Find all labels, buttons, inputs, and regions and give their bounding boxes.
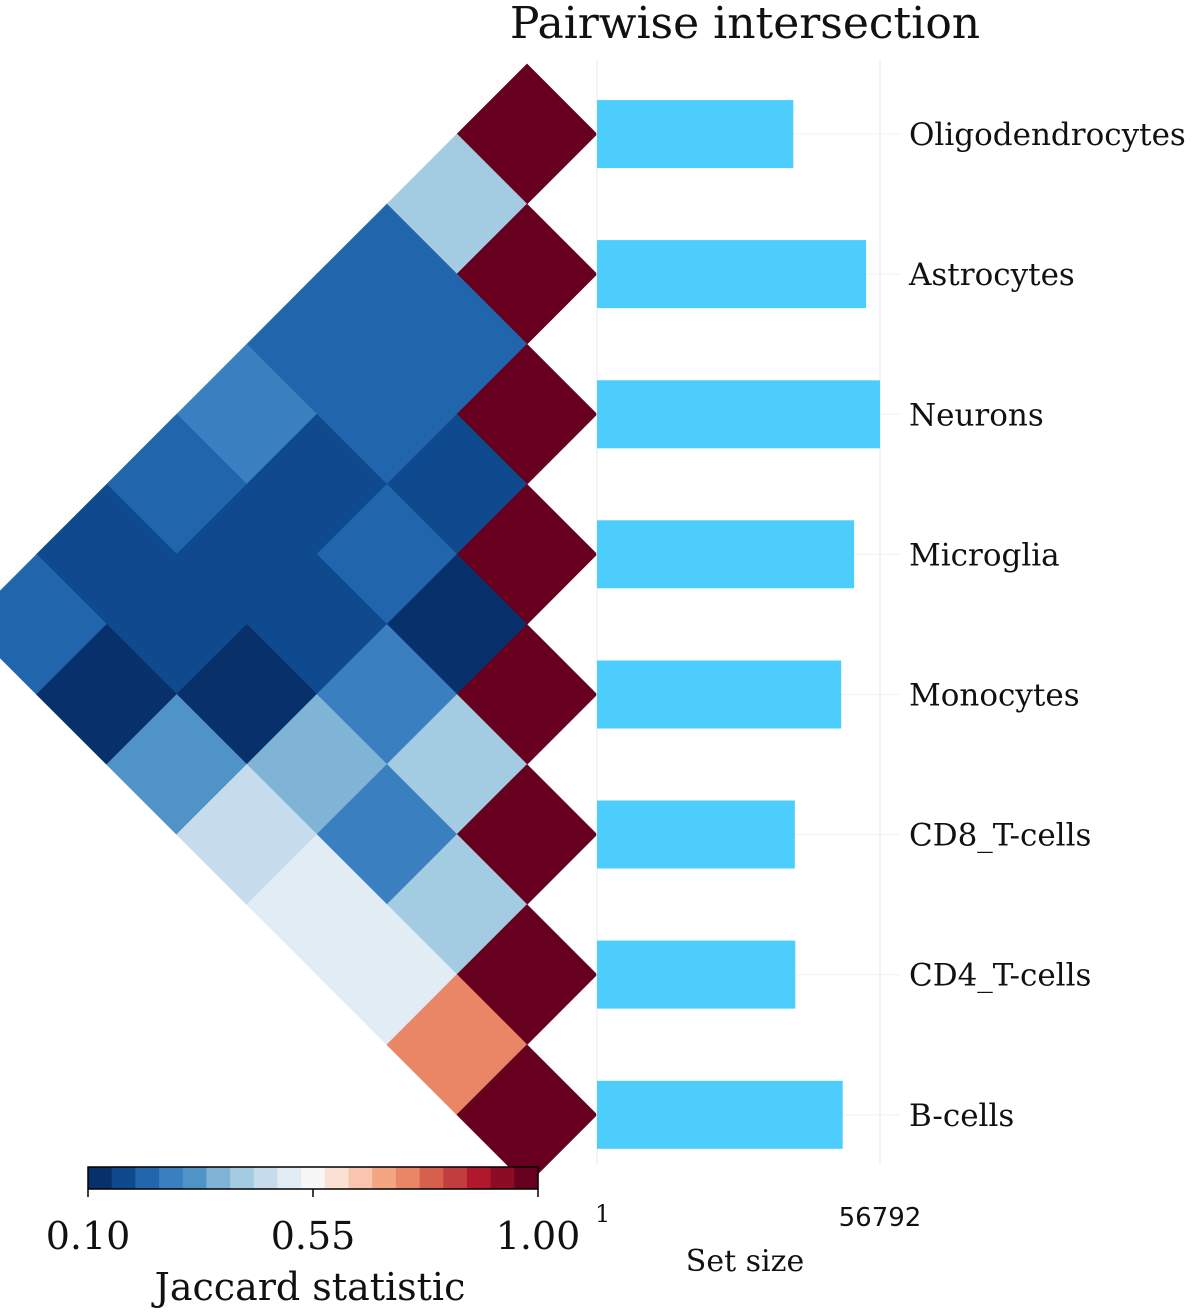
- set-label: B-cells: [909, 1098, 1014, 1134]
- set-label: CD4_T-cells: [909, 958, 1091, 994]
- set-label: CD8_T-cells: [909, 818, 1091, 854]
- set-label: Oligodendrocytes: [909, 117, 1186, 153]
- colorbar-swatch: [466, 1167, 492, 1189]
- set-size-bar-B-cells: [597, 1080, 843, 1149]
- colorbar-swatch: [372, 1167, 397, 1189]
- set-size-bar-Microglia: [597, 520, 855, 589]
- set-size-axis: 1 56792 Set size: [595, 1200, 921, 1279]
- chart-title: Pairwise intersection: [510, 0, 980, 49]
- set-label: Microglia: [909, 537, 1060, 573]
- colorbar-swatch: [135, 1167, 160, 1189]
- colorbar-swatch: [230, 1167, 255, 1189]
- colorbar-swatch: [324, 1167, 350, 1189]
- set-size-bar-Oligodendrocytes: [597, 100, 794, 169]
- set-label: Astrocytes: [908, 257, 1075, 293]
- colorbar-swatch: [277, 1167, 302, 1189]
- colorbar-swatch: [419, 1167, 444, 1189]
- colorbar-swatch: [159, 1167, 184, 1189]
- colorbar-tick-label: 1.00: [496, 1214, 581, 1258]
- colorbar-swatch: [253, 1167, 279, 1189]
- colorbar: 0.10 0.55 1.00 Jaccard statistic: [46, 1166, 581, 1309]
- set-size-bar-CD4_T-cells: [597, 940, 796, 1009]
- set-size-bar-Neurons: [597, 380, 880, 449]
- set-size-bar-CD8_T-cells: [597, 800, 795, 869]
- colorbar-swatch: [514, 1167, 539, 1189]
- colorbar-swatch: [88, 1167, 113, 1189]
- colorbar-swatch: [395, 1167, 421, 1189]
- set-labels: Oligodendrocytes Astrocytes Neurons Microgl…: [908, 117, 1186, 1134]
- colorbar-swatch: [111, 1167, 136, 1189]
- colorbar-swatch: [490, 1167, 515, 1189]
- colorbar-swatch: [182, 1167, 208, 1189]
- heatmap-triangle: [0, 63, 598, 1186]
- colorbar-tick-label: 0.55: [271, 1214, 356, 1258]
- colorbar-tick-label: 0.10: [46, 1214, 131, 1258]
- set-label: Monocytes: [909, 678, 1080, 714]
- set-size-bar-Astrocytes: [597, 240, 867, 309]
- colorbar-label: Jaccard statistic: [151, 1265, 466, 1309]
- colorbar-swatch: [206, 1167, 231, 1189]
- colorbar-swatch: [301, 1167, 326, 1189]
- colorbar-swatch: [443, 1167, 468, 1189]
- set-label: Neurons: [909, 397, 1044, 433]
- set-size-bar-Monocytes: [597, 660, 842, 729]
- size-axis-label: Set size: [686, 1244, 804, 1279]
- set-size-bars: [596, 60, 900, 1165]
- size-axis-tick-max: 56792: [839, 1203, 922, 1233]
- size-axis-tick-min: 1: [595, 1200, 610, 1228]
- colorbar-swatch: [348, 1167, 373, 1189]
